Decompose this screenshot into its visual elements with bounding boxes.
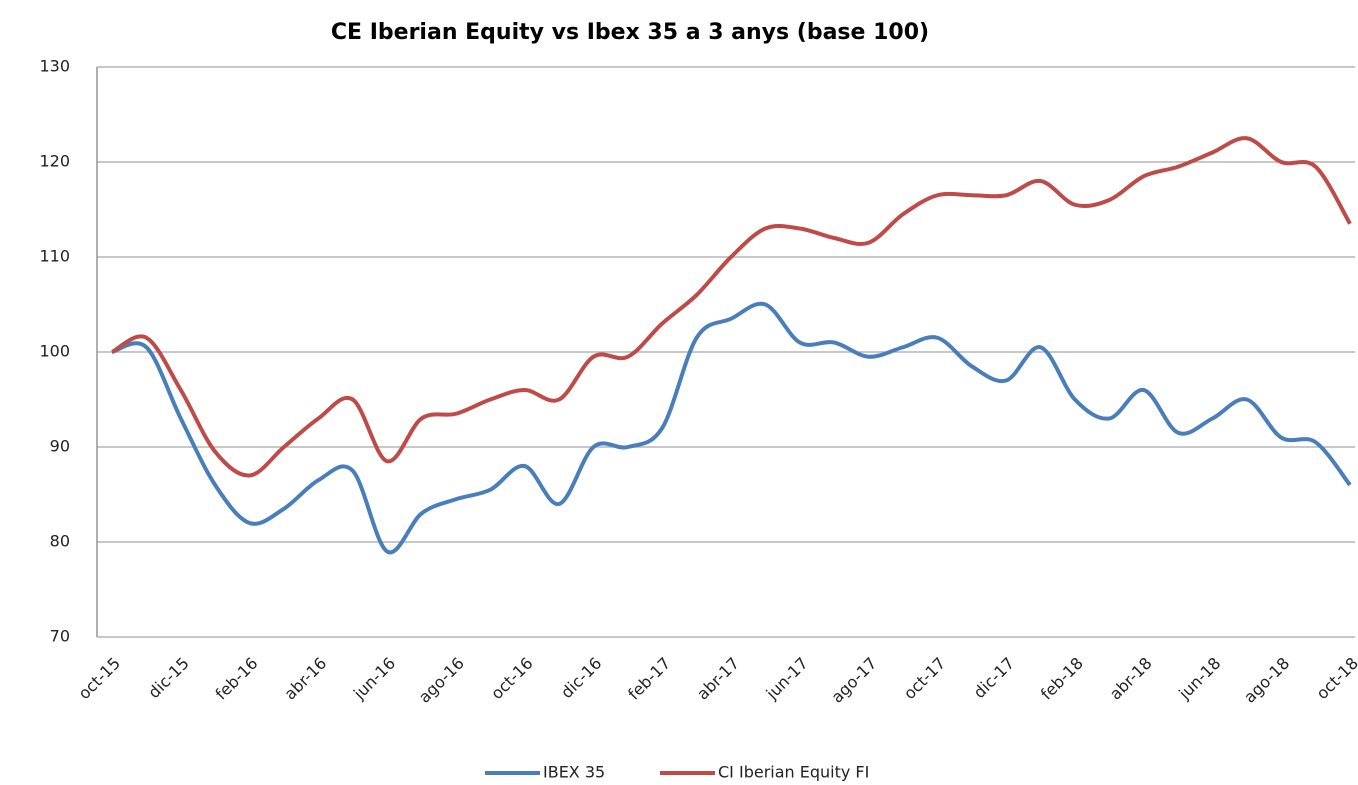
chart-title: CE Iberian Equity vs Ibex 35 a 3 anys (b… — [331, 20, 929, 45]
x-tick-label: feb-17 — [624, 654, 674, 704]
x-tick-label: dic-16 — [557, 654, 605, 702]
series-line — [111, 136, 1352, 478]
x-tick-label: oct-15 — [75, 654, 124, 703]
y-tick-label: 110 — [39, 247, 70, 266]
x-tick-label: dic-17 — [970, 654, 1018, 702]
x-tick-label: jun-16 — [349, 654, 399, 704]
x-tick-label: oct-16 — [487, 654, 536, 703]
y-tick-label: 120 — [39, 152, 70, 171]
x-tick-label: oct-18 — [1313, 654, 1358, 703]
x-tick-label: jun-18 — [1174, 654, 1224, 704]
x-tick-label: abr-17 — [693, 654, 743, 704]
x-tick-label: abr-18 — [1106, 654, 1156, 704]
x-tick-label: oct-17 — [900, 654, 949, 703]
x-tick-label: ago-16 — [415, 654, 468, 707]
y-tick-label: 80 — [50, 532, 70, 551]
legend-label: CI Iberian Equity FI — [718, 763, 869, 782]
x-tick-label: jun-17 — [762, 654, 812, 704]
y-tick-label: 70 — [50, 627, 70, 646]
y-tick-label: 90 — [50, 437, 70, 456]
x-tick-label: feb-16 — [212, 654, 262, 704]
x-tick-label: ago-18 — [1240, 654, 1293, 707]
x-tick-label: dic-15 — [144, 654, 192, 702]
x-tick-label: feb-18 — [1037, 654, 1087, 704]
x-tick-label: ago-17 — [827, 654, 880, 707]
legend-label: IBEX 35 — [543, 763, 605, 782]
series-line — [111, 301, 1352, 555]
y-tick-label: 130 — [39, 57, 70, 76]
x-tick-label: abr-16 — [280, 654, 330, 704]
y-tick-label: 100 — [39, 342, 70, 361]
